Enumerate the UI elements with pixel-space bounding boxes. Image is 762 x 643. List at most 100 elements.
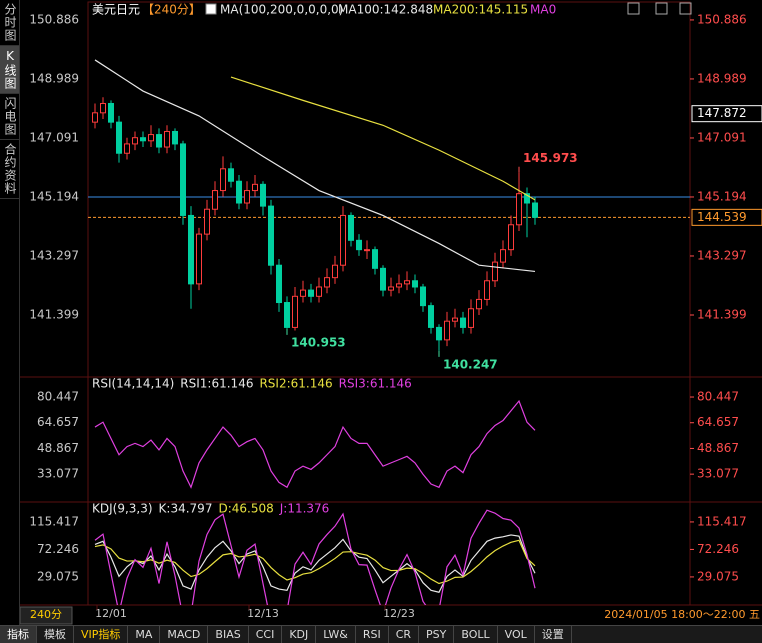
candle-body xyxy=(468,308,474,328)
candle-body xyxy=(444,320,450,341)
series-line xyxy=(94,399,536,489)
series-line xyxy=(94,534,536,593)
candle-body xyxy=(180,143,186,216)
candle-body xyxy=(332,264,338,279)
candle-body xyxy=(500,249,506,263)
y-tick-label: 64.657 xyxy=(697,415,739,429)
y-tick-label: 33.077 xyxy=(697,467,739,481)
candle-body xyxy=(140,137,146,142)
panel xyxy=(88,59,690,357)
panel xyxy=(94,509,536,605)
x-tick-label: 12/23 xyxy=(383,607,415,620)
annotation: 145.973 xyxy=(523,151,578,165)
candle-body xyxy=(412,280,418,288)
series-line xyxy=(230,76,536,201)
toolbar-button[interactable]: 指标 xyxy=(0,626,37,643)
candle-body xyxy=(244,190,250,204)
toolbar-button[interactable]: VIP指标 xyxy=(74,626,129,643)
period-label: 240分 xyxy=(30,608,62,621)
candle-body xyxy=(404,280,410,285)
panel xyxy=(94,399,536,489)
candle-body xyxy=(484,280,490,300)
y-tick-label: 48.867 xyxy=(697,441,739,455)
toolbar-button[interactable]: MA xyxy=(128,626,161,643)
legend-entry: KDJ(9,3,3) xyxy=(92,502,153,516)
datetime-label: 2024/01/05 18:00～22:00 五 xyxy=(604,608,760,621)
candle-body xyxy=(452,317,458,322)
toolbar-button[interactable]: KDJ xyxy=(282,626,317,643)
toolbar-button[interactable]: 模板 xyxy=(37,626,74,643)
candle-body xyxy=(420,286,426,307)
toolbar-button[interactable]: BIAS xyxy=(208,626,249,643)
candle-body xyxy=(324,277,330,288)
series-line xyxy=(94,509,536,605)
legend-entry: RSI2:61.146 xyxy=(259,377,332,391)
chart-header: MA100:142.848 xyxy=(338,3,433,17)
legend-entry: J:11.376 xyxy=(279,502,330,516)
x-tick-label: 12/01 xyxy=(95,607,127,620)
candle-body xyxy=(492,261,498,282)
y-tick-label: 64.657 xyxy=(37,415,79,429)
chart: 150.886 150.886 148.989 148.989 147.091 147.0… xyxy=(20,1,762,625)
price-marker xyxy=(691,208,762,226)
candle-body xyxy=(348,214,354,241)
candle-body xyxy=(292,295,298,328)
side-tab[interactable]: 分时图 xyxy=(0,0,19,46)
y-tick-label: 143.297 xyxy=(697,248,747,262)
toolbar-button[interactable]: RSI xyxy=(356,626,389,643)
candle-body xyxy=(220,168,226,192)
y-tick-label: 115.417 xyxy=(29,514,79,528)
candle-body xyxy=(92,112,98,123)
price-marker-label: 147.872 xyxy=(697,106,747,120)
candle-body xyxy=(356,239,362,251)
period-box xyxy=(20,606,73,625)
candle-body xyxy=(236,180,242,204)
legend-entry: RSI3:61.146 xyxy=(339,377,412,391)
candle-body xyxy=(268,205,274,266)
candle-body xyxy=(276,264,282,304)
candle-body xyxy=(116,121,122,154)
side-tab[interactable]: 合约资料 xyxy=(0,140,19,199)
y-tick-label: 72.246 xyxy=(37,542,79,556)
candle-body xyxy=(364,249,370,252)
legend-entry: K:34.797 xyxy=(159,502,213,516)
candle-body xyxy=(340,214,346,266)
candle-body xyxy=(508,224,514,251)
y-tick-label: 48.867 xyxy=(37,441,79,455)
candle-body xyxy=(476,298,482,310)
chart-header: MA(100,200,0,0,0,0) xyxy=(220,3,343,17)
candle-body xyxy=(188,214,194,285)
candle-body xyxy=(428,305,434,328)
toolbar-button[interactable]: 设置 xyxy=(535,626,572,643)
candle-body xyxy=(516,193,522,226)
toolbar-button[interactable]: CCI xyxy=(249,626,283,643)
candle-body xyxy=(524,193,530,204)
window-icon xyxy=(627,2,640,15)
chart-header: 【240分】 xyxy=(142,3,201,17)
candle-body xyxy=(372,249,378,269)
y-tick-label: 150.886 xyxy=(29,12,79,26)
legend-entry: RSI(14,14,14) xyxy=(92,377,174,391)
y-tick-label: 150.886 xyxy=(697,12,747,26)
side-tab[interactable]: 闪电图 xyxy=(0,94,19,140)
y-tick-label: 148.989 xyxy=(697,71,747,85)
toolbar-button[interactable]: LW& xyxy=(316,626,356,643)
toolbar-button[interactable]: MACD xyxy=(160,626,209,643)
candle-body xyxy=(380,267,386,291)
candle-body xyxy=(124,143,130,154)
side-tab[interactable]: K线图 xyxy=(0,46,19,94)
toolbar-button[interactable]: CR xyxy=(389,626,420,643)
sidebar: 分时图 K线图 闪电图 合约资料 xyxy=(0,0,20,625)
candle-body xyxy=(196,233,202,285)
chart-header: MA200:145.115 xyxy=(433,3,528,17)
candle-body xyxy=(396,283,402,288)
toolbar-button[interactable]: VOL xyxy=(498,626,535,643)
legend-entry: RSI1:61.146 xyxy=(180,377,253,391)
price-marker-label: 144.539 xyxy=(697,210,747,224)
candle-body xyxy=(532,202,538,218)
toolbar-button[interactable]: PSY xyxy=(419,626,455,643)
chart-header: MA0 xyxy=(530,3,556,17)
candle-body xyxy=(436,326,442,341)
toolbar-button[interactable]: BOLL xyxy=(454,626,498,643)
